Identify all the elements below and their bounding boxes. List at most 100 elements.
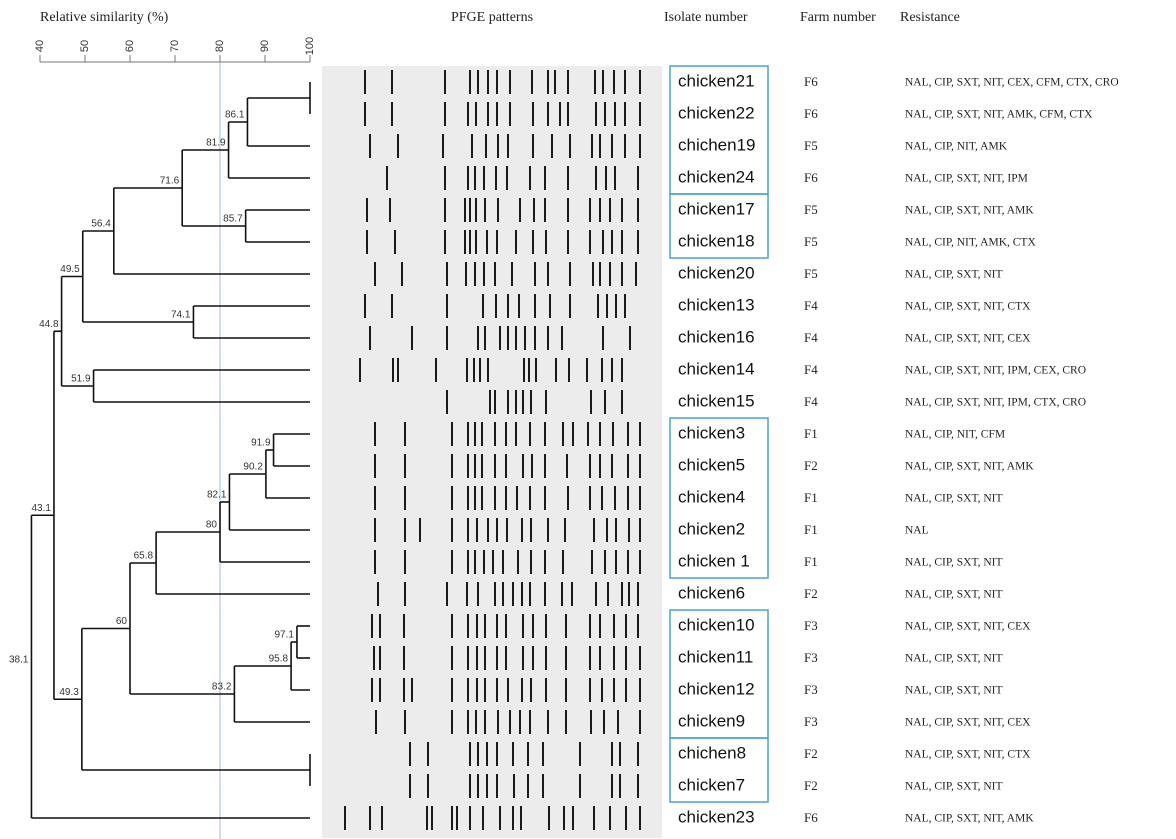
isolate-label: chicken23 xyxy=(678,807,755,826)
node-label: 65.8 xyxy=(134,551,154,562)
resistance-label: NAL xyxy=(905,525,929,537)
isolate-label: chicken17 xyxy=(678,199,755,218)
farm-label: F5 xyxy=(804,138,818,153)
isolate-label: chicken22 xyxy=(678,103,755,122)
isolate-label: chicken14 xyxy=(678,359,755,378)
isolate-label: chicken11 xyxy=(678,647,753,666)
farm-label: F2 xyxy=(804,746,818,761)
node-label: 91.9 xyxy=(251,438,271,449)
isolate-label: chicken4 xyxy=(678,487,745,506)
node-label: 44.8 xyxy=(39,319,59,330)
node-label: 95.8 xyxy=(269,654,289,665)
isolate-label: chicken21 xyxy=(678,71,755,90)
farm-label: F6 xyxy=(804,810,818,825)
farm-label: F4 xyxy=(804,394,818,409)
node-label: 81.9 xyxy=(206,138,226,149)
resistance-label: NAL, CIP, SXT, NIT, CTX xyxy=(905,749,1031,761)
farm-label: F1 xyxy=(804,522,818,537)
x-tick-label: 80 xyxy=(214,40,226,52)
node-label: 71.6 xyxy=(160,176,180,187)
node-label: 86.1 xyxy=(225,110,245,121)
isolate-label: chicken16 xyxy=(678,327,755,346)
resistance-label: NAL, CIP, NIT, AMK, CTX xyxy=(905,237,1036,249)
farm-label: F1 xyxy=(804,426,818,441)
x-tick-label: 50 xyxy=(79,40,91,52)
node-label: 83.2 xyxy=(212,682,232,693)
resistance-label: NAL, CIP, SXT, NIT xyxy=(905,269,1003,281)
farm-label: F3 xyxy=(804,650,818,665)
isolate-label: chicken20 xyxy=(678,263,755,282)
isolate-label: chicken12 xyxy=(678,679,755,698)
farm-label: F2 xyxy=(804,778,818,793)
node-label: 38.1 xyxy=(9,654,29,665)
farm-label: F5 xyxy=(804,234,818,249)
farm-label: F3 xyxy=(804,618,818,633)
node-label: 43.1 xyxy=(31,503,51,514)
isolate-label: chicken6 xyxy=(678,583,745,602)
isolate-label: chicken 1 xyxy=(678,551,750,570)
axis-title: Relative similarity (%) xyxy=(40,10,169,25)
resistance-label: NAL, CIP, SXT, NIT, CEX xyxy=(905,621,1031,633)
resistance-label: NAL, CIP, SXT, NIT, CEX xyxy=(905,717,1031,729)
isolate-label: chicken2 xyxy=(678,519,745,538)
resistance-label: NAL, CIP, SXT, NIT, AMK xyxy=(905,813,1034,825)
node-label: 56.4 xyxy=(91,219,111,230)
resistance-label: NAL, CIP, SXT, NIT, CEX xyxy=(905,333,1031,345)
isolate-label: chichen19 xyxy=(678,135,756,154)
resistance-label: NAL, CIP, NIT, AMK xyxy=(905,141,1008,153)
farm-label: F1 xyxy=(804,490,818,505)
resistance-label: NAL, CIP, SXT, NIT, AMK xyxy=(905,461,1034,473)
resistance-label: NAL, CIP, NIT, CFM xyxy=(905,429,1005,441)
column-header: Farm number xyxy=(800,10,876,25)
node-label: 82.1 xyxy=(207,490,227,501)
resistance-label: NAL, CIP, SXT, NIT xyxy=(905,493,1003,505)
node-label: 97.1 xyxy=(274,630,294,641)
resistance-label: NAL, CIP, SXT, NIT xyxy=(905,781,1003,793)
node-label: 74.1 xyxy=(171,310,191,321)
column-header: PFGE patterns xyxy=(451,10,533,25)
resistance-label: NAL, CIP, SXT, NIT xyxy=(905,589,1003,601)
isolate-label: chicken15 xyxy=(678,391,755,410)
resistance-label: NAL, CIP, SXT, NIT, AMK xyxy=(905,205,1034,217)
resistance-label: NAL, CIP, SXT, NIT, IPM xyxy=(905,173,1028,185)
farm-label: F4 xyxy=(804,298,818,313)
x-tick-label: 40 xyxy=(34,40,46,52)
x-tick-label: 100 xyxy=(304,37,316,55)
x-tick-label: 70 xyxy=(169,40,181,52)
farm-label: F2 xyxy=(804,458,818,473)
farm-label: F5 xyxy=(804,266,818,281)
resistance-label: NAL, CIP, SXT, NIT, CTX xyxy=(905,301,1031,313)
node-label: 51.9 xyxy=(71,374,91,385)
gel-background xyxy=(322,66,662,838)
resistance-label: NAL, CIP, SXT, NIT, IPM, CTX, CRO xyxy=(905,397,1086,409)
isolate-label: chicken18 xyxy=(678,231,755,250)
node-label: 80 xyxy=(206,520,218,531)
isolate-label: chicken7 xyxy=(678,775,745,794)
farm-label: F6 xyxy=(804,170,818,185)
resistance-label: NAL, CIP, SXT, NIT, CEX, CFM, CTX, CRO xyxy=(905,77,1119,89)
isolate-label: chicken5 xyxy=(678,455,745,474)
node-label: 49.5 xyxy=(60,264,80,275)
resistance-label: NAL, CIP, SXT, NIT xyxy=(905,557,1003,569)
farm-label: F4 xyxy=(804,330,818,345)
column-header: Isolate number xyxy=(664,10,748,25)
node-label: 85.7 xyxy=(223,214,243,225)
farm-label: F4 xyxy=(804,362,818,377)
farm-label: F5 xyxy=(804,202,818,217)
farm-label: F6 xyxy=(804,106,818,121)
farm-label: F3 xyxy=(804,682,818,697)
x-tick-label: 60 xyxy=(124,40,136,52)
isolate-label: chicken24 xyxy=(678,167,755,186)
node-label: 60 xyxy=(116,616,128,627)
isolate-label: chicken13 xyxy=(678,295,755,314)
isolate-label: chichen8 xyxy=(678,743,746,762)
x-tick-label: 90 xyxy=(259,40,271,52)
node-label: 90.2 xyxy=(243,462,263,473)
resistance-label: NAL, CIP, SXT, NIT, IPM, CEX, CRO xyxy=(905,365,1086,377)
farm-label: F3 xyxy=(804,714,818,729)
resistance-label: NAL, CIP, SXT, NIT xyxy=(905,653,1003,665)
node-label: 49.3 xyxy=(59,687,79,698)
resistance-label: NAL, CIP, SXT, NIT xyxy=(905,685,1003,697)
column-header: Resistance xyxy=(900,10,960,25)
farm-label: F1 xyxy=(804,554,818,569)
